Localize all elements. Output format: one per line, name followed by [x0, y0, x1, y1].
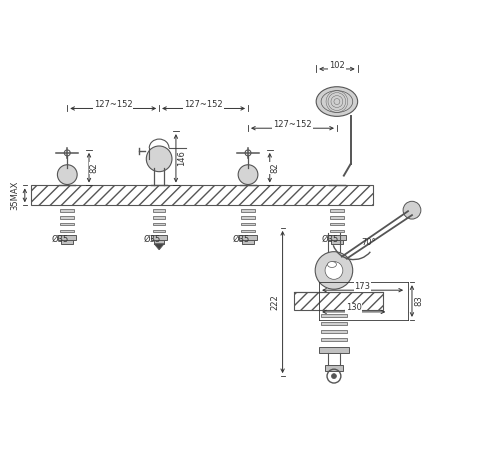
Bar [325, 365, 343, 371]
Bar [60, 216, 74, 219]
Bar [241, 223, 255, 225]
Circle shape [403, 201, 421, 219]
Text: 82: 82 [90, 162, 98, 173]
Ellipse shape [316, 87, 358, 117]
Text: 173: 173 [354, 282, 370, 291]
Text: 130: 130 [346, 303, 362, 312]
Bar [328, 235, 346, 240]
Bar [330, 216, 344, 219]
Text: 70°: 70° [362, 238, 376, 248]
Text: 102: 102 [329, 60, 345, 69]
Bar [241, 230, 255, 232]
Bar [330, 209, 344, 211]
Ellipse shape [328, 261, 336, 267]
Circle shape [146, 146, 172, 171]
Text: 82: 82 [270, 162, 279, 173]
Circle shape [64, 150, 70, 156]
Bar [60, 209, 74, 211]
Circle shape [332, 374, 336, 378]
Bar [153, 209, 165, 211]
Text: 35MAX: 35MAX [10, 181, 20, 210]
Bar [153, 230, 165, 232]
Polygon shape [154, 244, 164, 250]
Text: Ø35: Ø35 [144, 234, 160, 243]
Bar [319, 347, 349, 353]
Bar [153, 223, 165, 225]
Bar [154, 240, 164, 244]
Text: Ø35: Ø35 [52, 234, 68, 243]
Text: 83: 83 [414, 296, 424, 306]
Text: 127~152: 127~152 [94, 100, 132, 109]
Bar [151, 235, 167, 240]
Text: 146: 146 [178, 150, 186, 166]
Bar [321, 314, 347, 317]
Bar [58, 235, 76, 240]
Bar [239, 235, 257, 240]
Text: 127~152: 127~152 [184, 100, 223, 109]
Circle shape [315, 252, 352, 289]
Circle shape [245, 150, 251, 156]
Bar [30, 185, 374, 205]
Text: 222: 222 [270, 294, 279, 310]
Circle shape [325, 261, 343, 279]
Bar [153, 216, 165, 219]
Bar [321, 330, 347, 333]
Text: Ø35: Ø35 [232, 234, 250, 243]
Circle shape [58, 165, 77, 184]
Bar [294, 292, 384, 310]
Bar [242, 240, 254, 244]
Bar [241, 209, 255, 211]
Bar [60, 230, 74, 232]
Bar [60, 223, 74, 225]
Circle shape [238, 165, 258, 184]
Bar [321, 338, 347, 341]
Bar [62, 240, 73, 244]
Bar [331, 240, 343, 244]
Bar [241, 216, 255, 219]
Bar [330, 230, 344, 232]
Text: Ø35: Ø35 [321, 234, 338, 243]
Bar [330, 223, 344, 225]
Bar [321, 322, 347, 325]
Text: 127~152: 127~152 [273, 120, 312, 129]
